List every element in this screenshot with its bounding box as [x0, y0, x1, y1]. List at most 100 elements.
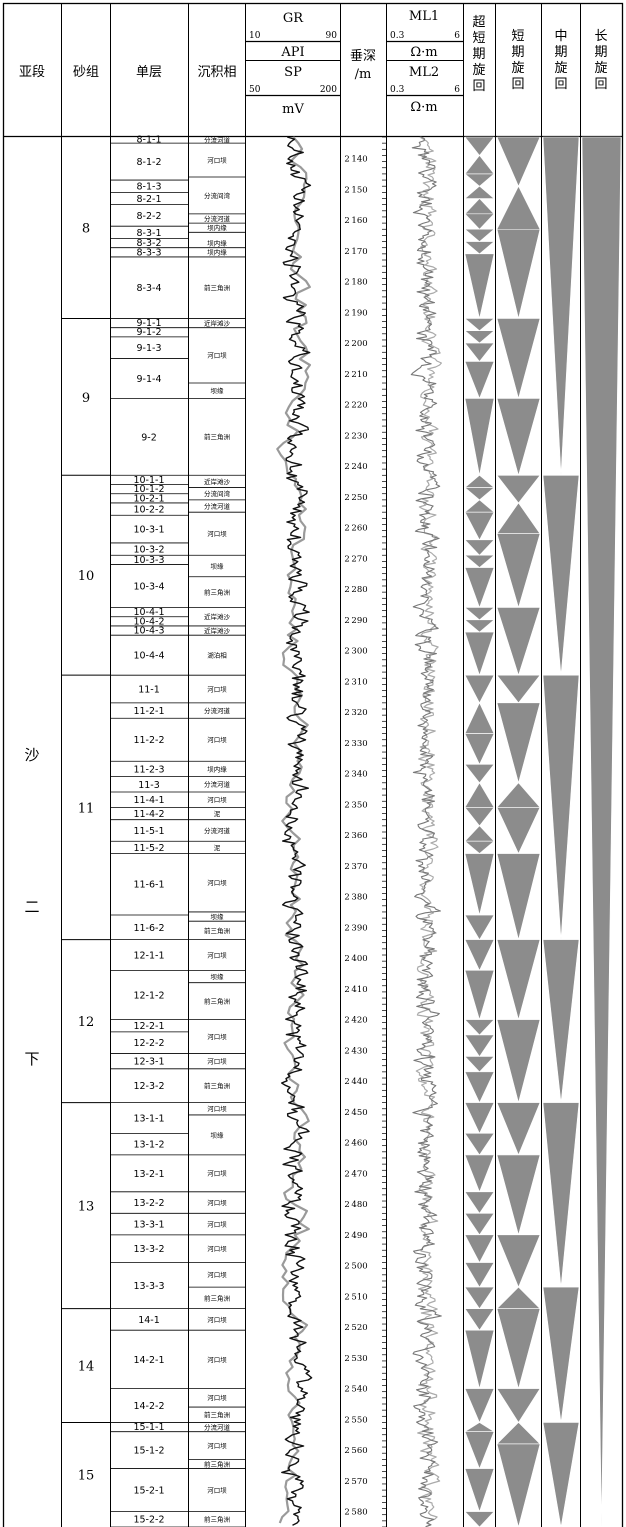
layer-label: 10-2-2	[133, 505, 164, 516]
ultra-short-cycle-triangle	[464, 1262, 495, 1288]
ml1-max: 6	[454, 31, 460, 41]
ultra-short-cycle-triangle	[464, 499, 495, 513]
depth-tick-label: 2 440	[344, 1077, 367, 1087]
ultra-short-cycle-triangle	[464, 228, 495, 242]
ultra-short-cycle-triangle	[464, 1034, 495, 1058]
depth-tick-label: 2 400	[344, 954, 367, 964]
depth-tick-label: 2 510	[344, 1292, 367, 1302]
ultra-short-cycle-triangle	[464, 253, 495, 319]
header-ml: ML1 0.3 6 Ω·m ML2 0.3 6 Ω·m	[387, 9, 463, 115]
short-cycle-triangle	[496, 1422, 541, 1445]
facies-label: 坝缘	[211, 386, 225, 395]
short-cycle-triangle	[496, 136, 541, 187]
ultra-short-cycle-triangle	[464, 1191, 495, 1214]
layer-label: 13-3-3	[133, 1281, 164, 1292]
depth-tick-label: 2 240	[344, 462, 367, 472]
facies-label: 河口坝	[207, 735, 227, 744]
facies-label: 分流河道	[204, 501, 231, 510]
single-layer-column: 8-1-1 8-1-2 8-1-38-2-1 8-2-2 8-3-18-3-28-3-3…	[110, 134, 189, 1527]
layer-label: 9-1-4	[137, 374, 162, 385]
cycle-header-char: 短	[511, 29, 524, 44]
depth-tick-label: 2 480	[344, 1200, 367, 1210]
medium-cycle-triangle	[542, 674, 580, 940]
subsection-label-char: 二	[24, 898, 39, 916]
ml1-curve	[410, 136, 442, 1527]
depth-tick-label: 2 380	[344, 893, 367, 903]
layer-label: 12-3-1	[133, 1057, 164, 1068]
depth-tick-label: 2 300	[344, 647, 367, 657]
layer-label: 12-3-2	[133, 1081, 164, 1092]
ml2-curve	[415, 136, 442, 1527]
facies-label: 河口坝	[207, 1057, 227, 1066]
facies-label: 河口坝	[207, 1441, 227, 1450]
cycle-header-char: 回	[594, 77, 607, 92]
facies-label: 湖泊相	[207, 651, 227, 660]
layer-label: 10-1-2	[133, 484, 164, 495]
facies-label: 前三角洲	[204, 1410, 230, 1419]
ultra-short-cycle-triangle	[464, 607, 495, 621]
ultra-short-cycle-triangle	[464, 914, 495, 941]
layer-label: 8-3-2	[137, 238, 162, 249]
layer-label: 8-1-1	[137, 134, 162, 145]
layer-label: 10-4-1	[133, 607, 164, 618]
facies-label: 近岸滩沙	[204, 477, 231, 486]
facies-label: 前三角洲	[204, 1459, 230, 1468]
facies-label: 分流河道	[204, 1422, 231, 1431]
depth-tick-label: 2 580	[344, 1508, 367, 1518]
ultra-short-cycle-triangle	[464, 511, 495, 541]
layer-label: 11-2-3	[133, 764, 164, 775]
sp-max: 200	[320, 85, 337, 95]
cycle-header-char: 短	[472, 31, 485, 46]
sand-group-label: 9	[82, 391, 90, 406]
long-cycles	[581, 136, 622, 1527]
facies-label: 分流河道	[204, 826, 231, 835]
ultra-short-cycle-triangle	[464, 567, 495, 609]
layer-label: 14-2-2	[133, 1401, 164, 1412]
short-cycles	[496, 136, 541, 1527]
facies-label: 近岸滩沙	[204, 612, 231, 621]
facies-label: 前三角洲	[204, 588, 230, 597]
facies-label: 河口坝	[207, 1315, 227, 1324]
ultra-short-cycle-triangle	[464, 185, 495, 199]
facies-label: 河口坝	[207, 1169, 227, 1178]
layer-label: 14-2-1	[133, 1355, 164, 1366]
depth-tick-label: 2 170	[344, 247, 367, 257]
depth-tick-label: 2 490	[344, 1231, 367, 1241]
ml2-unit: Ω·m	[410, 100, 437, 115]
ultra-short-cycle-triangle	[464, 840, 495, 854]
short-cycle-triangle	[496, 185, 541, 230]
depth-unit: /m	[355, 67, 372, 82]
short-cycle-triangle	[496, 1102, 541, 1156]
facies-label: 分流间湾	[204, 489, 231, 498]
sand-group-label: 12	[78, 1015, 95, 1030]
layer-label: 11-6-1	[133, 880, 164, 891]
layer-label: 15-2-1	[133, 1486, 164, 1497]
layer-label: 12-1-1	[133, 950, 164, 961]
facies-label: 河口坝	[207, 155, 227, 164]
cycle-header-char: 超	[472, 15, 485, 30]
facies-label: 河口坝	[207, 1355, 227, 1364]
depth-tick-label: 2 540	[344, 1385, 367, 1395]
ultra-short-cycle-triangle	[464, 173, 495, 187]
ultra-short-cycle-triangle	[464, 398, 495, 476]
ultra-short-cycle-triangle	[464, 764, 495, 784]
layer-label: 11-6-2	[133, 923, 164, 934]
facies-label: 河口坝	[207, 795, 227, 804]
depth-tick-label: 2 320	[344, 708, 367, 718]
facies-label: 坝内缘	[207, 764, 227, 773]
subsection-label-char: 下	[24, 1050, 39, 1068]
layer-label: 10-3-1	[133, 525, 164, 536]
ultra-short-cycle-triangle	[464, 1511, 495, 1527]
short-cycle-triangle	[496, 607, 541, 677]
facies-label: 近岸滩沙	[204, 626, 231, 635]
ultra-short-cycle-triangle	[464, 1154, 495, 1193]
ultra-short-cycle-triangle	[464, 213, 495, 230]
short-cycle-triangle	[496, 1154, 541, 1237]
short-cycle-triangle	[496, 228, 541, 319]
facies-label: 河口坝	[207, 1219, 227, 1228]
facies-label: 河口坝	[207, 1270, 227, 1279]
depth-tick-label: 2 350	[344, 800, 367, 810]
layer-label: 12-2-1	[133, 1021, 164, 1032]
ultra-short-cycle-triangle	[464, 807, 495, 827]
